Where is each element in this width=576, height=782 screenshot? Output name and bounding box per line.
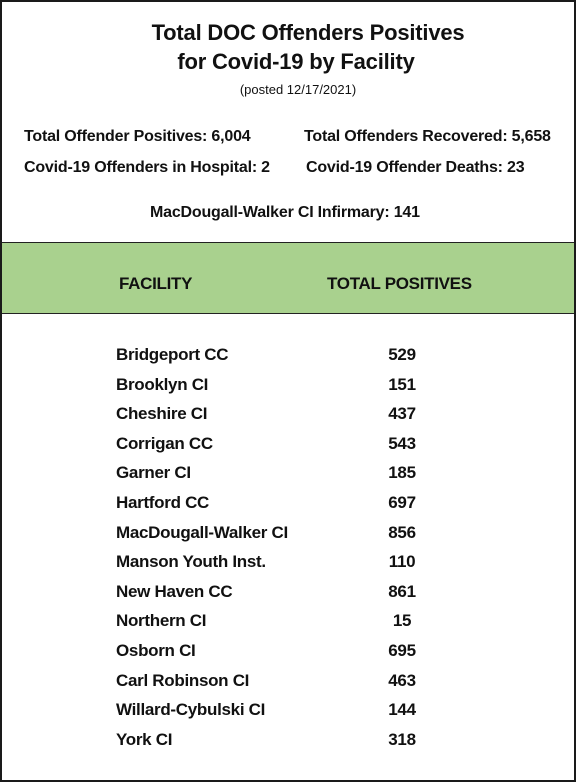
page-subtitle: for Covid-19 by Facility bbox=[177, 49, 415, 74]
table-row: Carl Robinson CI 463 bbox=[2, 668, 574, 698]
posted-date: (posted 12/17/2021) bbox=[239, 82, 357, 97]
table-row: Osborn CI 695 bbox=[2, 638, 574, 668]
page-title: Total DOC Offenders Positives bbox=[151, 20, 465, 45]
facility-total-positives: 529 bbox=[388, 345, 416, 364]
facility-name: Osborn CI bbox=[116, 640, 196, 660]
facility-name: Corrigan CC bbox=[116, 433, 213, 453]
report-header: Total DOC Offenders Positives for Covid-… bbox=[2, 2, 574, 244]
facility-total-positives: 144 bbox=[388, 700, 416, 720]
facility-name: New Haven CC bbox=[116, 581, 233, 601]
table-row: Cheshire CI 437 bbox=[2, 401, 574, 431]
stat-total-positives: Total Offender Positives: 6,004 bbox=[24, 128, 251, 145]
table-row: Brooklyn CI 151 bbox=[2, 372, 574, 402]
facility-total-positives: 543 bbox=[388, 433, 416, 453]
divider-top bbox=[2, 242, 574, 243]
facility-name: Hartford CC bbox=[116, 492, 210, 512]
column-header-facility: FACILITY bbox=[119, 274, 193, 293]
table-row: Northern CI 15 bbox=[2, 608, 574, 638]
table-header-band bbox=[2, 243, 574, 313]
facility-table: Bridgeport CC 529 Brooklyn CI 151 Cheshire C… bbox=[2, 342, 574, 756]
facility-name: Garner CI bbox=[116, 463, 191, 483]
facility-name: York CI bbox=[116, 729, 173, 749]
stat-in-hospital: Covid-19 Offenders in Hospital: 2 bbox=[24, 159, 270, 176]
facility-name: Manson Youth Inst. bbox=[116, 552, 266, 572]
stat-deaths: Covid-19 Offender Deaths: 23 bbox=[306, 159, 525, 176]
facility-total-positives: 856 bbox=[388, 522, 416, 542]
facility-total-positives: 15 bbox=[392, 611, 412, 631]
facility-name: Carl Robinson CI bbox=[116, 670, 250, 690]
table-row: MacDougall-Walker CI 856 bbox=[2, 520, 574, 550]
facility-total-positives: 695 bbox=[388, 640, 416, 660]
facility-name: Willard-Cybulski CI bbox=[116, 700, 266, 720]
stat-infirmary: MacDougall-Walker CI Infirmary: 141 bbox=[150, 204, 420, 221]
stat-total-recovered: Total Offenders Recovered: 5,658 bbox=[304, 128, 551, 145]
table-row: Corrigan CC 543 bbox=[2, 431, 574, 461]
facility-total-positives: 185 bbox=[388, 463, 416, 483]
table-row: Bridgeport CC 529 bbox=[2, 342, 574, 372]
table-row: Hartford CC 697 bbox=[2, 490, 574, 520]
facility-name: MacDougall-Walker CI bbox=[116, 522, 288, 542]
column-header-total-positives: TOTAL POSITIVES bbox=[327, 274, 472, 293]
facility-name: Bridgeport CC bbox=[116, 345, 229, 364]
facility-total-positives: 151 bbox=[388, 374, 416, 394]
facility-name: Cheshire CI bbox=[116, 404, 208, 424]
facility-total-positives: 463 bbox=[388, 670, 416, 690]
facility-total-positives: 110 bbox=[388, 552, 416, 572]
divider-bottom bbox=[2, 313, 574, 314]
facility-total-positives: 697 bbox=[388, 492, 416, 512]
table-row: Garner CI 185 bbox=[2, 460, 574, 490]
facility-total-positives: 437 bbox=[388, 404, 416, 424]
table-row: York CI 318 bbox=[2, 727, 574, 757]
facility-name: Northern CI bbox=[116, 611, 207, 631]
facility-name: Brooklyn CI bbox=[116, 374, 209, 394]
table-row: Manson Youth Inst. 110 bbox=[2, 549, 574, 579]
facility-total-positives: 318 bbox=[388, 729, 416, 749]
facility-total-positives: 861 bbox=[388, 581, 416, 601]
table-row: Willard-Cybulski CI 144 bbox=[2, 697, 574, 727]
table-row: New Haven CC 861 bbox=[2, 579, 574, 609]
